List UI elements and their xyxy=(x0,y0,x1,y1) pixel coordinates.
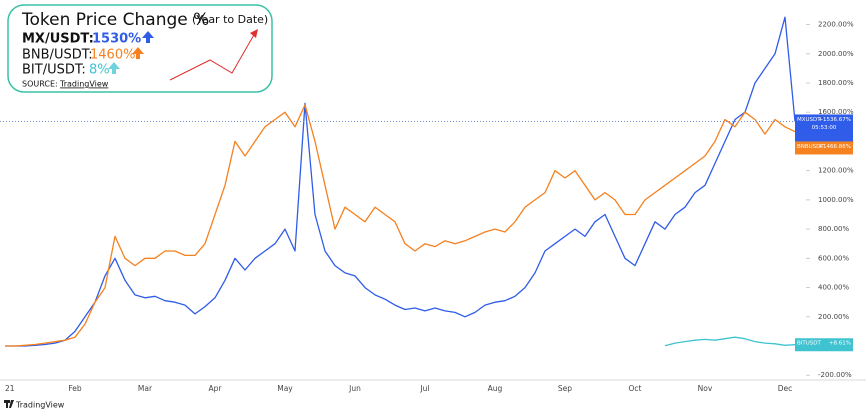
price-tag xyxy=(795,141,853,155)
price-tag-symbol: BNBUSDT xyxy=(797,144,824,150)
trend-arrow xyxy=(169,32,256,81)
inset-pair: MX/USDT: xyxy=(22,32,94,47)
price-tag-value: +1536.67% xyxy=(818,117,851,123)
up-arrow-icon xyxy=(108,62,120,74)
inset-change: 1530% xyxy=(92,32,141,47)
y-tick-label: 600.00% xyxy=(818,254,849,262)
x-tick-label: May xyxy=(277,384,293,393)
source-label: SOURCE: xyxy=(22,80,58,89)
x-tick-label: 21 xyxy=(5,384,15,393)
price-tag-time: 05:53:00 xyxy=(812,125,837,131)
y-tick-label: 1800.00% xyxy=(818,79,854,87)
y-tick-label: 1000.00% xyxy=(818,196,854,204)
x-tick-label: Nov xyxy=(698,384,713,393)
x-tick-label: Sep xyxy=(558,384,572,393)
inset-pair: BNB/USDT: xyxy=(22,48,93,63)
y-tick-label: 800.00% xyxy=(818,225,849,233)
y-tick-label: 2200.00% xyxy=(818,21,854,29)
inset-change: 1460% xyxy=(90,48,135,63)
price-tag-value: +8.61% xyxy=(829,341,851,347)
x-tick-label: Oct xyxy=(629,384,642,393)
y-tick-label: 200.00% xyxy=(818,313,849,321)
price-tag-symbol: MXUSDT xyxy=(797,117,821,123)
up-arrow-icon xyxy=(132,47,144,59)
plot-area xyxy=(0,16,796,347)
price-tag xyxy=(795,338,853,352)
inset-title: Token Price Change % xyxy=(21,10,209,30)
series-line xyxy=(5,104,796,347)
x-tick-label: Aug xyxy=(488,384,503,393)
price-tag-symbol: BITUSDT xyxy=(797,341,822,347)
up-arrow-icon xyxy=(142,31,154,43)
footer: TradingView xyxy=(15,401,65,410)
price-tag xyxy=(795,114,853,142)
footer-logo xyxy=(4,400,14,408)
y-tick-label: -200.00% xyxy=(818,371,852,379)
y-tick-label: 400.00% xyxy=(818,284,849,292)
inset-change: 8% xyxy=(89,63,110,78)
x-tick-label: Jul xyxy=(419,384,429,393)
source-link: TradingView xyxy=(59,80,109,89)
inset-pair: BIT/USDT: xyxy=(22,63,86,78)
series-line xyxy=(664,336,796,347)
x-tick-label: Mar xyxy=(138,384,153,393)
trend-arrow-head xyxy=(250,29,258,38)
x-tick-label: Jun xyxy=(348,384,361,393)
inset-subtitle: (Year to Date) xyxy=(192,13,268,26)
inset-box xyxy=(7,4,273,93)
y-tick-label: 1200.00% xyxy=(818,167,854,175)
y-tick-label: 2000.00% xyxy=(818,50,854,58)
series-line xyxy=(5,16,796,347)
price-tag-value: +1466.86% xyxy=(818,144,851,150)
x-tick-label: Feb xyxy=(68,384,82,393)
x-tick-label: Dec xyxy=(778,384,793,393)
x-tick-label: Apr xyxy=(209,384,223,393)
y-tick-label: 1600.00% xyxy=(818,108,854,116)
